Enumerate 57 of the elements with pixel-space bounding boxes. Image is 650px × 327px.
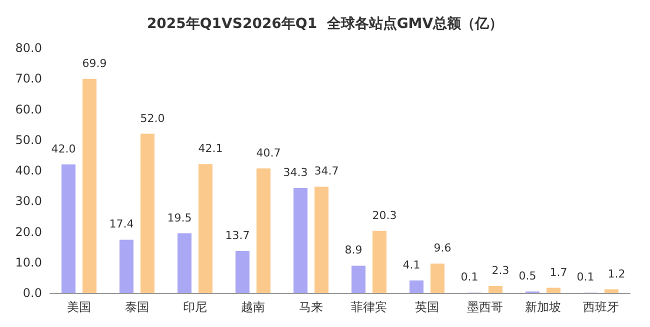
data-label: 19.5 (167, 211, 192, 224)
bar (62, 164, 76, 293)
data-label: 0.1 (460, 270, 478, 284)
data-label: 52.0 (140, 112, 165, 125)
bar (178, 233, 192, 293)
data-label: 42.1 (198, 142, 223, 156)
y-tick-label: 20.0 (15, 224, 42, 239)
data-label: 8.9 (344, 244, 362, 257)
x-tick-label: 菲律宾 (351, 300, 387, 314)
data-label: 34.3 (283, 166, 308, 179)
bar (372, 230, 386, 293)
data-label: 40.7 (256, 146, 281, 160)
bar (256, 168, 270, 293)
data-label: 17.4 (109, 218, 134, 231)
data-label: 9.6 (434, 242, 452, 255)
x-tick-label: 西班牙 (583, 300, 619, 314)
data-label: 20.3 (372, 208, 397, 222)
data-label: 4.1 (402, 258, 420, 272)
bar (604, 289, 618, 293)
bar (198, 164, 212, 293)
x-tick-label: 英国 (415, 300, 439, 314)
data-label: 13.7 (225, 229, 250, 242)
bar (236, 251, 250, 293)
y-tick-label: 70.0 (15, 72, 42, 86)
bar (314, 186, 328, 293)
bar (410, 280, 424, 293)
bar (82, 78, 96, 293)
x-tick-label: 马来 (299, 300, 323, 314)
data-label: 0.1 (576, 270, 594, 284)
bar (140, 134, 154, 293)
y-tick-label: 30.0 (15, 194, 42, 208)
bar (120, 240, 134, 293)
data-label: 69.9 (82, 56, 107, 70)
y-tick-label: 10.0 (15, 255, 42, 270)
data-label: 1.2 (608, 267, 626, 280)
bar (430, 264, 444, 293)
y-tick-label: 50.0 (15, 132, 42, 147)
y-tick-label: 0.0 (22, 286, 42, 300)
bar (546, 288, 560, 293)
x-tick-label: 新加坡 (525, 300, 561, 314)
bar (352, 266, 366, 293)
y-tick-label: 80.0 (15, 41, 42, 55)
bar (294, 188, 308, 293)
x-tick-label: 印尼 (183, 300, 207, 314)
x-tick-label: 越南 (241, 300, 265, 314)
y-tick-label: 40.0 (15, 164, 42, 178)
chart-title: 2025年Q1VS2026年Q1 全球各站点GMV总额（亿） (146, 15, 504, 32)
data-label: 42.0 (51, 142, 76, 156)
data-label: 1.7 (550, 266, 568, 279)
x-tick-label: 泰国 (125, 300, 149, 314)
x-tick-label: 美国 (67, 300, 91, 314)
data-label: 0.5 (518, 269, 536, 282)
bar (488, 286, 502, 293)
y-tick-label: 60.0 (15, 102, 42, 116)
x-tick-label: 墨西哥 (467, 300, 503, 314)
data-label: 34.7 (314, 164, 339, 178)
data-label: 2.3 (492, 264, 510, 277)
